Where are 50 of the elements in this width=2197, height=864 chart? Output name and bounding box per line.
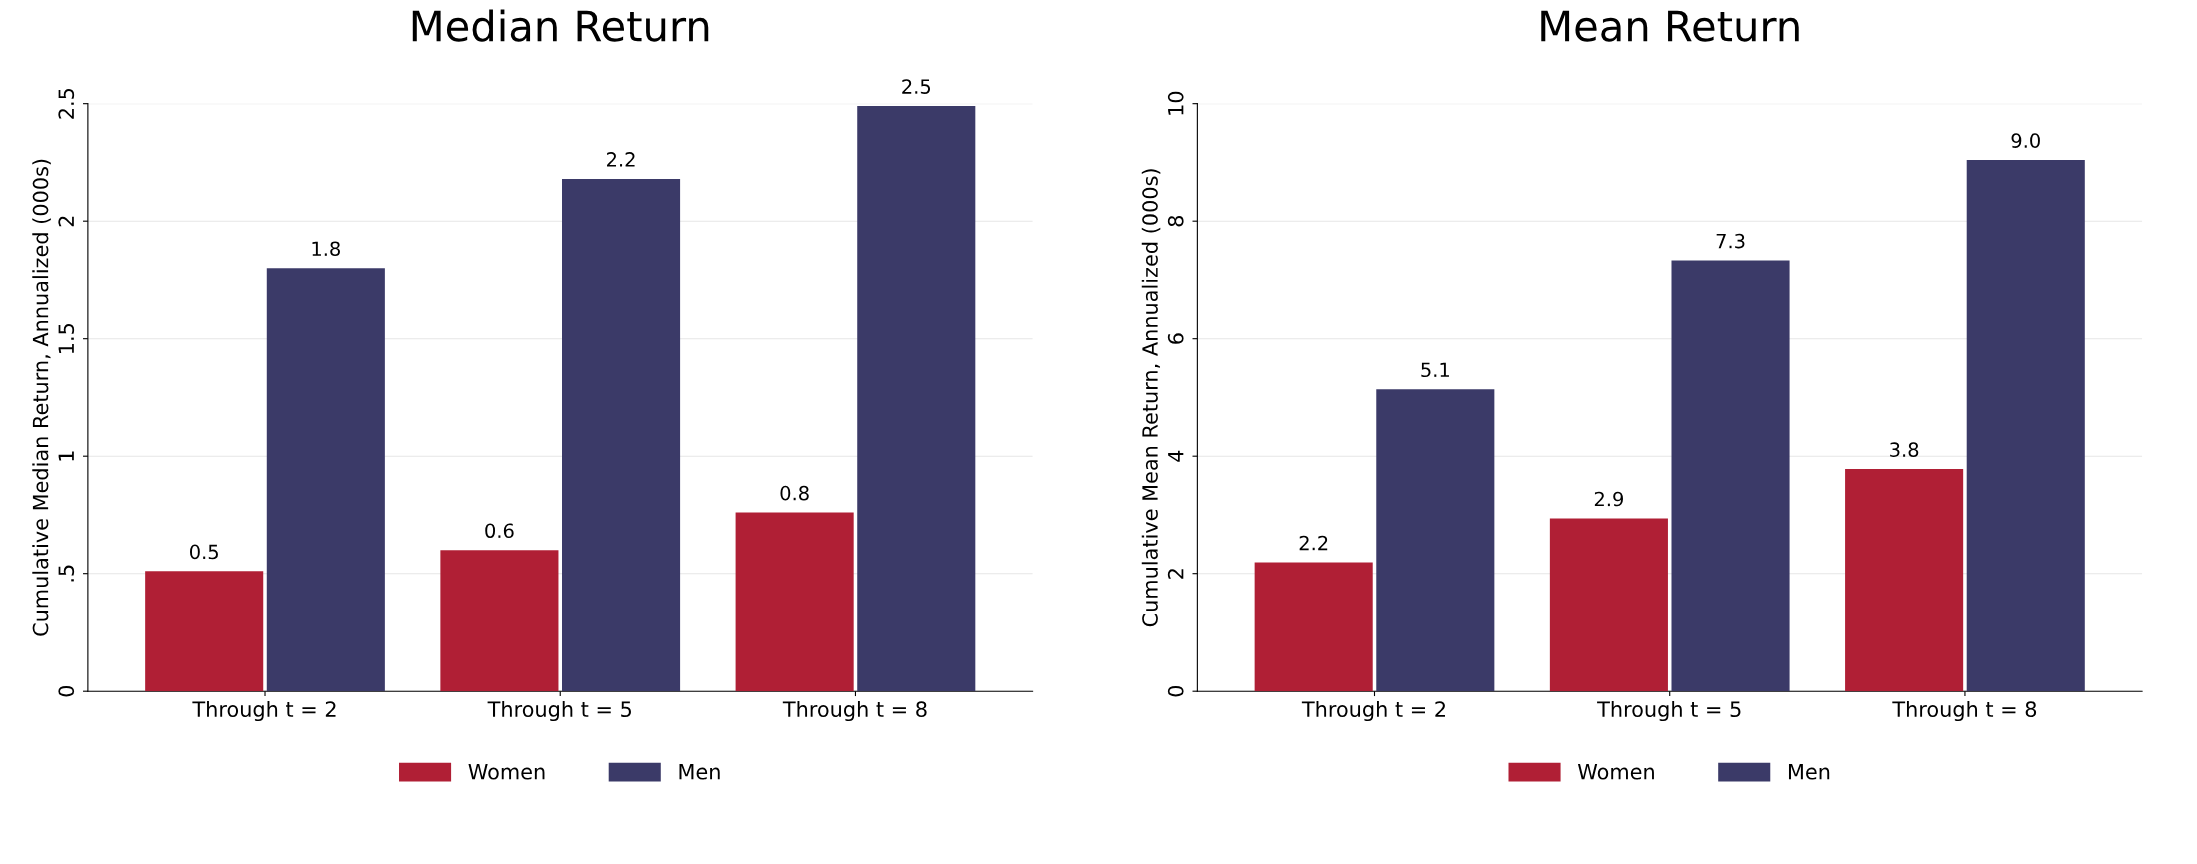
data-label: 0.6 — [485, 523, 514, 539]
chart-title: Mean Return — [1541, 10, 1799, 42]
data-label: 1.8 — [312, 241, 340, 257]
bar — [145, 571, 264, 692]
legend-label: Women — [468, 764, 545, 780]
x-tick-label: Through t = 5 — [487, 700, 631, 722]
x-tick-label: Through t = 8 — [782, 700, 927, 722]
data-label: 2.2 — [607, 152, 635, 167]
y-tick-label: 8 — [1167, 215, 1184, 227]
data-label: 0.5 — [190, 544, 218, 560]
legend-label: Men — [1788, 764, 1830, 780]
bar — [1671, 260, 1790, 692]
legend-label: Men — [679, 764, 720, 780]
legend-label: Women — [1577, 764, 1654, 780]
y-tick-label: 1.5 — [58, 323, 75, 353]
bar — [266, 268, 385, 692]
y-axis-title: Cumulative Median Return, Annualized (000s) — [32, 159, 51, 636]
data-label: 2.2 — [1299, 535, 1328, 551]
y-tick-label: 0 — [58, 685, 75, 697]
x-tick-label: Through t = 8 — [1892, 700, 2037, 722]
bar — [1845, 469, 1964, 692]
data-label: 2.9 — [1594, 491, 1623, 507]
x-tick-label: Through t = 2 — [1301, 700, 1445, 722]
chart-title: Median Return — [412, 9, 709, 42]
bar — [1254, 562, 1373, 692]
x-tick-label: Through t = 2 — [192, 700, 336, 722]
bar — [1966, 160, 2085, 692]
bar — [440, 550, 559, 692]
data-label: 7.3 — [1716, 233, 1745, 249]
bar — [562, 178, 681, 692]
y-axis-title: Cumulative Mean Return, Annualized (000s) — [1141, 169, 1161, 627]
bar — [857, 106, 976, 692]
y-tick-label: 10 — [1167, 91, 1184, 115]
data-label: 2.5 — [902, 79, 931, 94]
y-tick-label: 2.5 — [58, 88, 75, 119]
bar — [1376, 389, 1495, 692]
y-tick-label: 2 — [58, 216, 74, 227]
data-label: 5.1 — [1421, 362, 1449, 378]
data-label: 0.8 — [780, 485, 809, 501]
bar — [735, 512, 854, 692]
data-label: 9.0 — [2011, 133, 2040, 148]
y-tick-label: 1 — [58, 451, 74, 461]
y-tick-label: .5 — [58, 565, 75, 582]
bar — [1549, 518, 1668, 692]
data-label: 3.8 — [1890, 442, 1919, 458]
y-tick-label: 0 — [1167, 685, 1184, 697]
y-tick-label: 2 — [1167, 569, 1184, 579]
x-tick-label: Through t = 5 — [1597, 700, 1741, 722]
y-tick-label: 4 — [1168, 450, 1184, 462]
y-tick-label: 6 — [1167, 333, 1184, 344]
